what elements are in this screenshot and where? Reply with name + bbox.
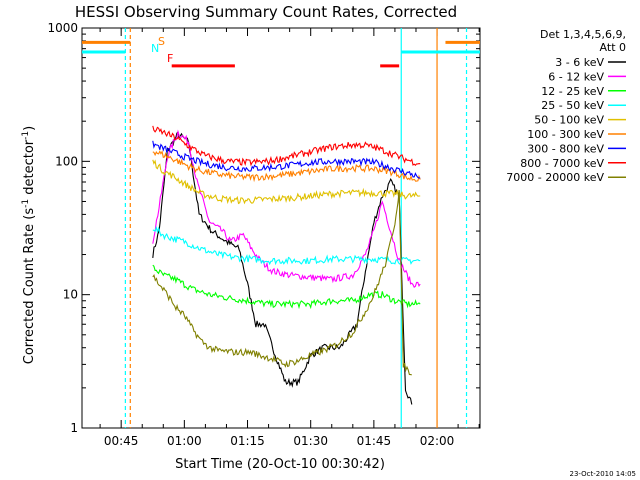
- legend-header-line-1: Det 1,3,4,5,6,9,: [540, 28, 626, 41]
- series-line: [152, 225, 421, 266]
- state-flag-f: F: [167, 52, 173, 65]
- plot-frame: [81, 27, 481, 429]
- legend-label: 6 - 12 keV: [548, 70, 604, 83]
- state-flag-s: S: [158, 35, 165, 48]
- y-tick-label: 10: [63, 288, 78, 302]
- series-line: [152, 159, 421, 205]
- legend-label: 12 - 25 keV: [541, 85, 604, 98]
- timestamp-stamp: 23-Oct-2010 14:05: [570, 470, 636, 478]
- legend-label: 3 - 6 keV: [555, 56, 604, 69]
- y-tick-label: 100: [55, 154, 78, 168]
- legend-label: 100 - 300 keV: [527, 128, 604, 141]
- legend-label: 50 - 100 keV: [534, 114, 604, 127]
- series-line: [152, 189, 412, 376]
- legend-label: 25 - 50 keV: [541, 99, 604, 112]
- legend-label: 800 - 7000 keV: [520, 157, 604, 170]
- x-tick-label: 02:00: [420, 434, 455, 448]
- x-tick-label: 01:45: [357, 434, 392, 448]
- series-line: [152, 264, 421, 310]
- legend-label: 7000 - 20000 keV: [506, 171, 604, 184]
- series-line: [152, 140, 421, 179]
- legend-label: 300 - 800 keV: [527, 142, 604, 155]
- chart-title: HESSI Observing Summary Count Rates, Cor…: [75, 3, 457, 21]
- x-tick-label: 01:15: [230, 434, 265, 448]
- y-tick-label: 1000: [47, 21, 78, 35]
- legend-header-line-2: Att 0: [600, 41, 626, 54]
- x-axis-label: Start Time (20-Oct-10 00:30:42): [175, 457, 385, 472]
- series-line: [152, 125, 421, 167]
- series-line: [152, 150, 421, 183]
- y-axis-label: Corrected Count Rate (s-1 detector-1): [21, 126, 37, 364]
- x-tick-label: 01:30: [293, 434, 328, 448]
- y-tick-label: 1: [70, 421, 78, 435]
- x-tick-label: 01:00: [167, 434, 202, 448]
- series-line: [152, 129, 421, 289]
- state-flag-n: N: [151, 42, 159, 55]
- x-tick-label: 00:45: [104, 434, 139, 448]
